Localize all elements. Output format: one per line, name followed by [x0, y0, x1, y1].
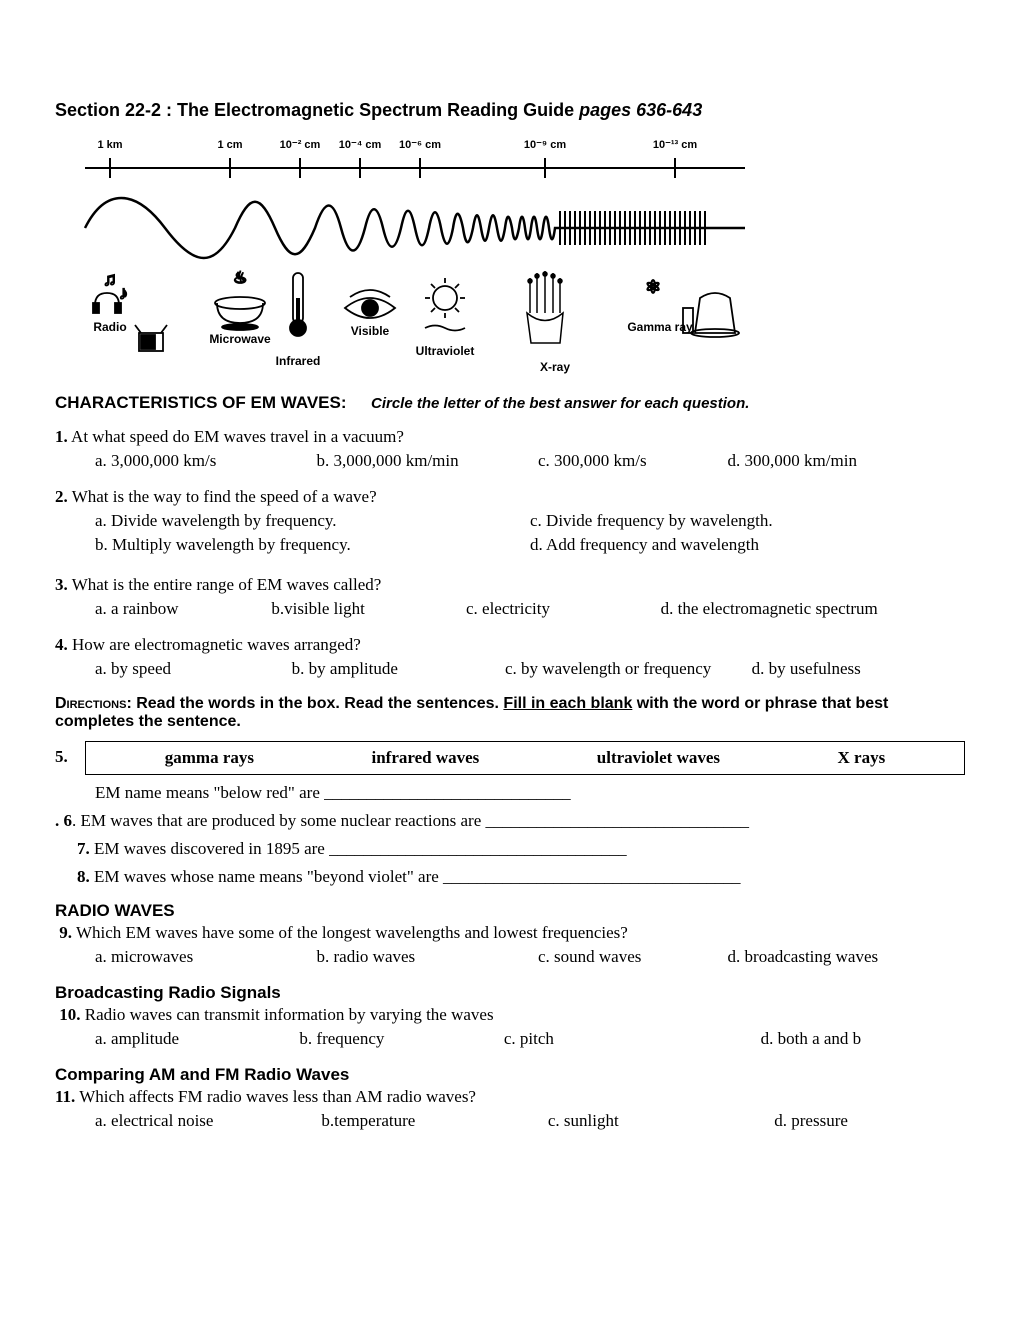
opt-a: a. 3,000,000 km/s: [95, 451, 316, 471]
opt-d: d. pressure: [774, 1111, 965, 1131]
opt-c: c. Divide frequency by wavelength.: [530, 511, 965, 531]
opt-a: a. by speed: [95, 659, 292, 679]
question-1-options: a. 3,000,000 km/s b. 3,000,000 km/min c.…: [95, 451, 965, 471]
wordbox-row: 5. gamma rays infrared waves ultraviolet…: [55, 741, 965, 775]
opt-c: c. 300,000 km/s: [538, 451, 728, 471]
opt-a: a. amplitude: [95, 1029, 299, 1049]
radio-waves-head: RADIO WAVES: [55, 901, 965, 921]
question-10: 10. Radio waves can transmit information…: [55, 1005, 965, 1025]
opt-a: a. electrical noise: [95, 1111, 321, 1131]
wordbox: gamma rays infrared waves ultraviolet wa…: [85, 741, 965, 775]
svg-text:10⁻¹³ cm: 10⁻¹³ cm: [653, 139, 698, 151]
word-2: infrared waves: [371, 748, 479, 768]
infrared-icon: [290, 273, 306, 336]
radio-icon: ♫ ♪: [93, 269, 167, 351]
opt-c: c. pitch: [504, 1029, 761, 1049]
section-head: CHARACTERISTICS OF EM WAVES:: [55, 393, 347, 412]
question-10-options: a. amplitude b. frequency c. pitch d. bo…: [95, 1029, 965, 1049]
opt-d: d. the electromagnetic spectrum: [661, 599, 965, 619]
opt-b: b. frequency: [299, 1029, 503, 1049]
word-4: X rays: [838, 748, 886, 768]
title-pages: pages 636-643: [579, 100, 702, 120]
question-2: 2. What is the way to find the speed of …: [55, 487, 965, 507]
word-3: ultraviolet waves: [597, 748, 720, 768]
opt-c: c. electricity: [466, 599, 661, 619]
opt-d: d. Add frequency and wavelength: [530, 535, 965, 555]
opt-b: b. 3,000,000 km/min: [316, 451, 537, 471]
opt-d: d. broadcasting waves: [728, 947, 965, 967]
question-11: 11. Which affects FM radio waves less th…: [55, 1087, 965, 1107]
opt-b: b. by amplitude: [292, 659, 505, 679]
svg-text:Visible: Visible: [351, 324, 390, 338]
opt-a: a. microwaves: [95, 947, 316, 967]
svg-text:1 km: 1 km: [97, 139, 122, 151]
opt-b: b. Multiply wavelength by frequency.: [95, 535, 530, 555]
comparing-head: Comparing AM and FM Radio Waves: [55, 1065, 965, 1085]
em-spectrum-diagram: 1 km 1 cm 10⁻² cm 10⁻⁴ cm 10⁻⁶ cm 10⁻⁹ c…: [75, 133, 755, 383]
fill-7: 7. EM waves discovered in 1895 are _____…: [77, 839, 965, 859]
svg-text:10⁻² cm: 10⁻² cm: [280, 139, 321, 151]
opt-d: d. by usefulness: [752, 659, 965, 679]
opt-c: c. sound waves: [538, 947, 728, 967]
ultraviolet-icon: [425, 278, 465, 331]
question-3-options: a. a rainbow b.visible light c. electric…: [95, 599, 965, 619]
opt-b: b.visible light: [271, 599, 466, 619]
title-main: Section 22-2 : The Electromagnetic Spect…: [55, 100, 579, 120]
svg-text:Gamma ray: Gamma ray: [627, 320, 693, 334]
word-1: gamma rays: [165, 748, 254, 768]
opt-c: c. sunlight: [548, 1111, 774, 1131]
opt-a: a. Divide wavelength by frequency.: [95, 511, 530, 531]
opt-b: b.temperature: [321, 1111, 547, 1131]
svg-text:X-ray: X-ray: [540, 360, 570, 374]
broadcasting-head: Broadcasting Radio Signals: [55, 983, 965, 1003]
svg-text:♪: ♪: [119, 283, 128, 303]
svg-text:♨: ♨: [233, 270, 247, 287]
question-1: 1. At what speed do EM waves travel in a…: [55, 427, 965, 447]
svg-text:⚛: ⚛: [645, 277, 661, 297]
svg-text:Radio: Radio: [93, 320, 126, 334]
question-2-options: a. Divide wavelength by frequency. c. Di…: [95, 511, 965, 559]
opt-c: c. by wavelength or frequency: [505, 659, 752, 679]
wordbox-number: 5.: [55, 741, 85, 767]
fill-5: EM name means "below red" are __________…: [95, 783, 965, 803]
svg-text:♫: ♫: [103, 269, 117, 289]
question-4: 4. How are electromagnetic waves arrange…: [55, 635, 965, 655]
section-instruction: Circle the letter of the best answer for…: [371, 395, 749, 412]
svg-text:Ultraviolet: Ultraviolet: [416, 344, 475, 358]
svg-text:10⁻⁴ cm: 10⁻⁴ cm: [339, 139, 382, 151]
section-characteristics: CHARACTERISTICS OF EM WAVES: Circle the …: [55, 393, 965, 413]
opt-a: a. a rainbow: [95, 599, 271, 619]
page-title: Section 22-2 : The Electromagnetic Spect…: [55, 100, 965, 121]
svg-text:Microwave: Microwave: [209, 332, 271, 346]
question-3: 3. What is the entire range of EM waves …: [55, 575, 965, 595]
visible-icon: [345, 290, 395, 318]
svg-text:10⁻⁶ cm: 10⁻⁶ cm: [399, 139, 441, 151]
question-11-options: a. electrical noise b.temperature c. sun…: [95, 1111, 965, 1131]
question-9: 9. Which EM waves have some of the longe…: [55, 923, 965, 943]
question-9-options: a. microwaves b. radio waves c. sound wa…: [95, 947, 965, 967]
opt-d: d. 300,000 km/min: [728, 451, 965, 471]
fill-8: 8. EM waves whose name means "beyond vio…: [77, 867, 965, 887]
svg-text:1 cm: 1 cm: [217, 139, 242, 151]
xray-icon: [527, 271, 563, 343]
opt-d: d. both a and b: [761, 1029, 965, 1049]
fill-directions: Directions: Read the words in the box. R…: [55, 695, 965, 731]
microwave-icon: ♨: [215, 270, 265, 330]
opt-b: b. radio waves: [316, 947, 537, 967]
svg-text:10⁻⁹ cm: 10⁻⁹ cm: [524, 139, 566, 151]
svg-text:Infrared: Infrared: [276, 354, 321, 368]
question-4-options: a. by speed b. by amplitude c. by wavele…: [95, 659, 965, 679]
fill-6: . 6. EM waves that are produced by some …: [55, 811, 965, 831]
